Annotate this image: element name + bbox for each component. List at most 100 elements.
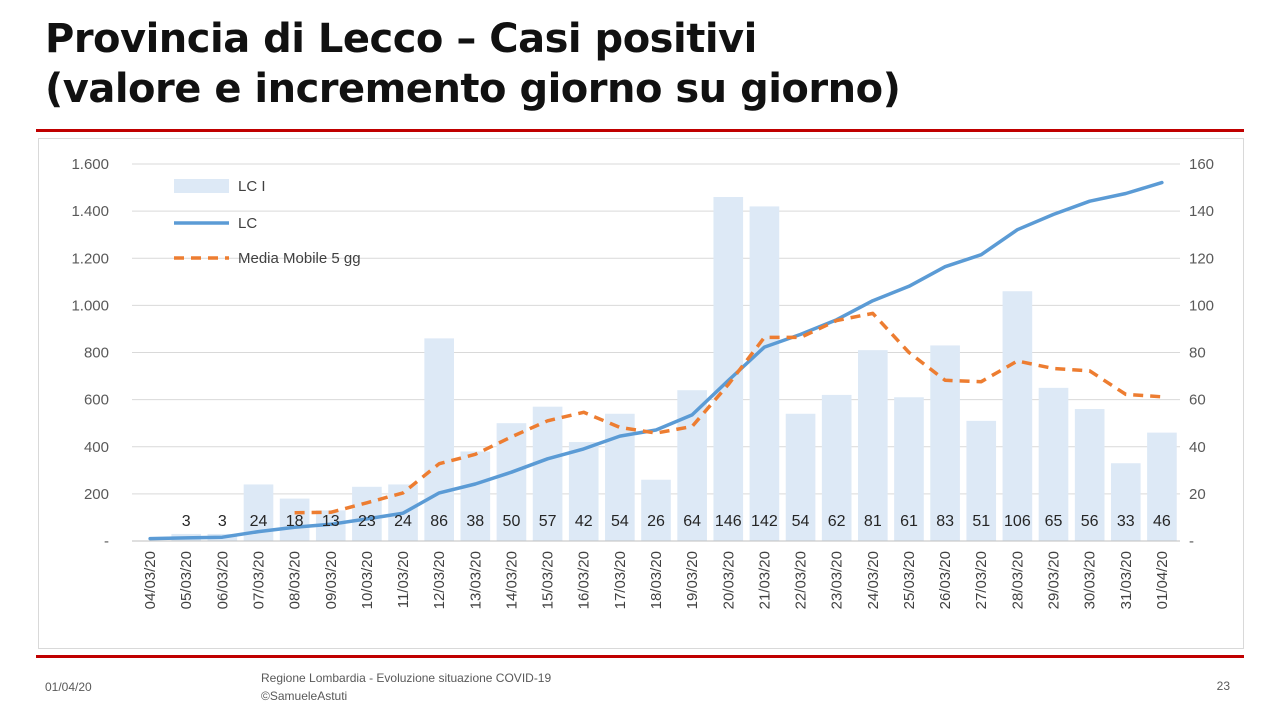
x-tick-label: 22/03/20 bbox=[793, 551, 810, 609]
x-tick-label: 21/03/20 bbox=[756, 551, 773, 609]
bar bbox=[352, 486, 382, 541]
bar-data-label: 38 bbox=[466, 513, 484, 530]
y-left-tick-label: 600 bbox=[84, 392, 109, 409]
bar bbox=[532, 406, 563, 541]
footer-author: ©SamueleAstuti bbox=[261, 689, 348, 703]
title-line-1: Provincia di Lecco – Casi positivi bbox=[45, 16, 757, 62]
series-line-lc bbox=[148, 180, 1164, 541]
bar-data-label: 46 bbox=[1153, 513, 1171, 530]
bar-data-label: 81 bbox=[864, 513, 882, 530]
y-right-tick-label: 100 bbox=[1189, 297, 1214, 314]
x-tick-label: 17/03/20 bbox=[612, 551, 629, 609]
title-line-2: (valore e incremento giorno su giorno) bbox=[45, 66, 901, 112]
x-tick-label: 06/03/20 bbox=[214, 551, 231, 609]
y-left-tick-label: 1.000 bbox=[71, 297, 109, 314]
x-tick-label: 30/03/20 bbox=[1082, 551, 1099, 609]
x-tick-label: 07/03/20 bbox=[250, 551, 267, 609]
y-left-tick-label: 800 bbox=[84, 345, 109, 362]
chart-area: - - 200 20 400 40 600 60 800 80 1.000 100 1.200 120 1.… bbox=[38, 138, 1244, 649]
x-tick-label: 25/03/20 bbox=[901, 551, 918, 609]
bar bbox=[894, 397, 924, 541]
bar-data-label: 3 bbox=[182, 513, 191, 530]
bar bbox=[568, 442, 599, 541]
x-tick-label: 31/03/20 bbox=[1118, 551, 1135, 609]
bar-data-label: 26 bbox=[647, 513, 665, 530]
bar-data-label: 24 bbox=[394, 513, 412, 530]
x-tick-label: 28/03/20 bbox=[1009, 551, 1026, 609]
bar bbox=[966, 420, 997, 541]
series-line-moving-average bbox=[294, 311, 1163, 515]
x-tick-label: 09/03/20 bbox=[323, 551, 340, 609]
x-tick-label: 14/03/20 bbox=[503, 551, 520, 609]
x-tick-label: 15/03/20 bbox=[540, 551, 557, 609]
x-tick-label: 29/03/20 bbox=[1046, 551, 1063, 609]
footer-divider bbox=[36, 655, 1244, 658]
bar-data-label: 142 bbox=[751, 513, 778, 530]
bar-data-label: 61 bbox=[900, 513, 918, 530]
footer-source: Regione Lombardia - Evoluzione situazion… bbox=[261, 671, 552, 685]
legend-label-bars: LC I bbox=[238, 178, 266, 195]
bar-data-label: 86 bbox=[430, 513, 448, 530]
bar bbox=[749, 206, 780, 541]
y-right-tick-label: 40 bbox=[1189, 439, 1206, 456]
bar bbox=[460, 451, 491, 541]
x-tick-label: 16/03/20 bbox=[576, 551, 593, 609]
bar-data-label: 62 bbox=[828, 513, 846, 530]
bar-data-label: 3 bbox=[218, 513, 227, 530]
bar-data-label: 54 bbox=[611, 513, 629, 530]
x-tick-label: 08/03/20 bbox=[287, 551, 304, 609]
footer-credit: Regione Lombardia - Evoluzione situazion… bbox=[261, 669, 551, 705]
bar bbox=[858, 350, 888, 541]
bar bbox=[424, 338, 454, 541]
bar bbox=[1110, 463, 1141, 541]
slide-title: Provincia di Lecco – Casi positivi (valo… bbox=[45, 14, 901, 114]
bar bbox=[1002, 291, 1033, 541]
bar bbox=[641, 479, 671, 541]
title-divider bbox=[36, 129, 1244, 132]
bar-data-label: 33 bbox=[1117, 513, 1135, 530]
x-tick-label: 18/03/20 bbox=[648, 551, 665, 609]
bar bbox=[785, 413, 816, 541]
bar-data-label: 13 bbox=[322, 513, 340, 530]
bar bbox=[1074, 409, 1105, 541]
y-right-tick-label: 20 bbox=[1189, 486, 1206, 503]
bar-data-label: 83 bbox=[936, 513, 954, 530]
x-tick-label: 27/03/20 bbox=[973, 551, 990, 609]
x-tick-label: 05/03/20 bbox=[178, 551, 195, 609]
x-tick-label: 13/03/20 bbox=[467, 551, 484, 609]
bar-data-label: 56 bbox=[1081, 513, 1099, 530]
x-tick-label: 11/03/20 bbox=[395, 551, 412, 608]
legend-label-moving-average: Media Mobile 5 gg bbox=[238, 250, 361, 267]
page-number: 23 bbox=[1216, 679, 1230, 693]
bar-data-label: 64 bbox=[683, 513, 701, 530]
y-left-tick-label: 200 bbox=[84, 486, 109, 503]
bar-data-label: 51 bbox=[972, 513, 990, 530]
y-left-tick-label: 1.200 bbox=[71, 250, 109, 267]
y-right-tick-label: 60 bbox=[1189, 392, 1206, 409]
x-tick-label: 24/03/20 bbox=[865, 551, 882, 609]
x-tick-label: 04/03/20 bbox=[142, 551, 159, 609]
bar-data-label: 24 bbox=[250, 513, 268, 530]
legend-swatch-bars bbox=[174, 179, 229, 193]
bar-data-label: 106 bbox=[1004, 513, 1031, 530]
bar bbox=[821, 394, 852, 541]
bar-data-label: 50 bbox=[503, 513, 521, 530]
y-right-tick-label: 120 bbox=[1189, 250, 1214, 267]
bar-data-label: 54 bbox=[792, 513, 810, 530]
y-right-tick-label: - bbox=[1189, 533, 1194, 550]
bar-data-label: 23 bbox=[358, 513, 376, 530]
x-tick-label: 19/03/20 bbox=[684, 551, 701, 609]
bar bbox=[930, 345, 960, 541]
y-right-tick-label: 160 bbox=[1189, 156, 1214, 173]
x-tick-label: 20/03/20 bbox=[720, 551, 737, 609]
x-tick-label: 01/04/20 bbox=[1154, 551, 1171, 609]
y-left-tick-label: - bbox=[104, 533, 109, 550]
bar bbox=[1038, 387, 1069, 541]
bar-data-label: 42 bbox=[575, 513, 593, 530]
bar bbox=[279, 498, 310, 541]
bar-data-label: 57 bbox=[539, 513, 557, 530]
y-left-tick-label: 1.400 bbox=[71, 203, 109, 220]
bar-data-label: 65 bbox=[1045, 513, 1063, 530]
combo-chart: - - 200 20 400 40 600 60 800 80 1.000 100 1.200 120 1.… bbox=[71, 156, 1214, 609]
x-tick-label: 23/03/20 bbox=[829, 551, 846, 609]
